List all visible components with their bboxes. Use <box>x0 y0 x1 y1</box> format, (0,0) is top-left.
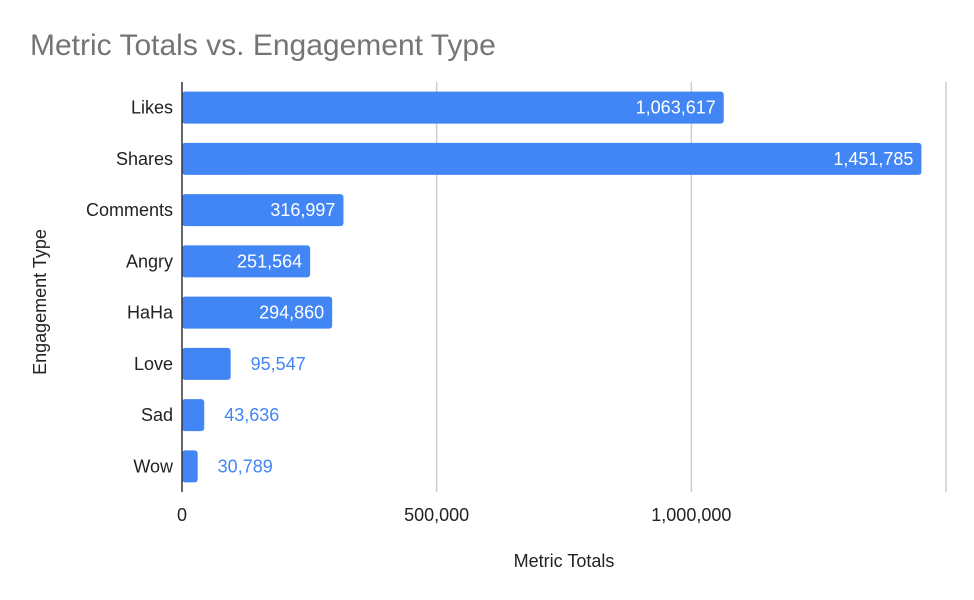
bar-shares <box>182 142 922 175</box>
data-label-comments: 316,997 <box>270 200 335 220</box>
category-label-love: Love <box>134 354 173 374</box>
y-axis-title: Engagement Type <box>30 229 50 375</box>
bars <box>182 91 922 483</box>
category-label-angry: Angry <box>126 251 173 271</box>
x-tick-label: 500,000 <box>404 505 469 525</box>
x-tick-labels: 0 500,000 1,000,000 <box>177 505 731 525</box>
bar-angry <box>182 245 311 278</box>
category-label-wow: Wow <box>133 456 174 476</box>
bar-love <box>182 347 231 380</box>
category-labels: Likes Shares Comments Angry HaHa Love Sad Wow <box>86 98 174 477</box>
bar-likes <box>182 91 724 124</box>
data-label-angry: 251,564 <box>237 251 302 271</box>
chart-title: Metric Totals vs. Engagement Type <box>30 29 496 62</box>
data-labels: 1,063,617 1,451,785 316,997 251,564 294,860 9… <box>218 98 914 477</box>
x-tick-label: 0 <box>177 505 187 525</box>
data-label-likes: 1,063,617 <box>636 98 716 118</box>
category-label-haha: HaHa <box>127 303 174 323</box>
category-label-likes: Likes <box>131 98 173 118</box>
data-label-love: 95,547 <box>251 354 306 374</box>
data-label-sad: 43,636 <box>224 405 279 425</box>
bar-haha <box>182 296 333 329</box>
data-label-wow: 30,789 <box>218 456 273 476</box>
x-tick-label: 1,000,000 <box>651 505 731 525</box>
data-label-haha: 294,860 <box>259 303 324 323</box>
bar-sad <box>182 399 205 432</box>
bar-comments <box>182 194 344 227</box>
bar-wow <box>182 450 198 483</box>
x-axis-title: Metric Totals <box>514 551 615 571</box>
data-label-shares: 1,451,785 <box>833 149 913 169</box>
category-label-comments: Comments <box>86 200 173 220</box>
category-label-shares: Shares <box>116 149 173 169</box>
category-label-sad: Sad <box>141 405 173 425</box>
